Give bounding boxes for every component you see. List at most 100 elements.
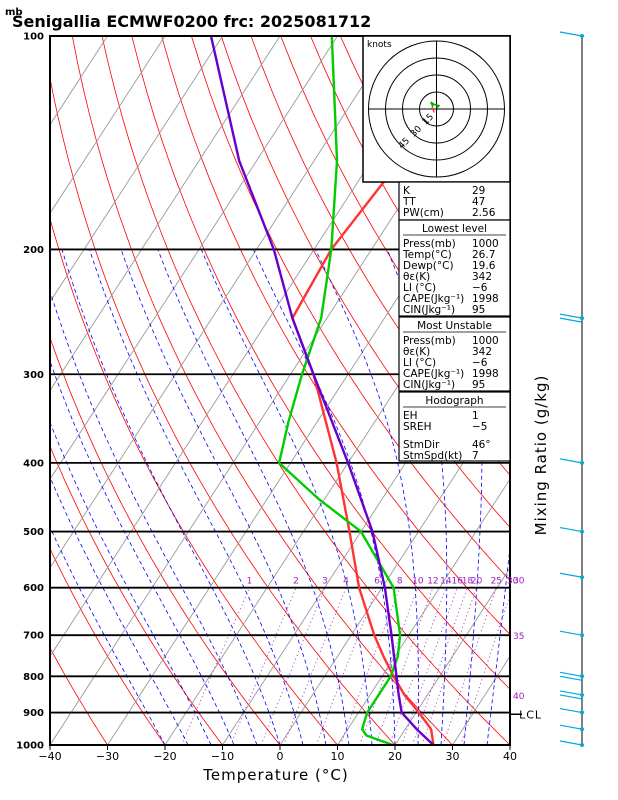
- wind-barb: [559, 690, 583, 696]
- wind-barb: [559, 671, 583, 677]
- indices-table: K 29 TT 47 PW(cm) 2.56 Lowest level Press(mb) 10…: [398, 181, 511, 462]
- isotherm: [50, 36, 396, 569]
- theta-e-label: 35: [513, 632, 524, 642]
- index-row-label: CIN(Jkg⁻¹): [403, 304, 455, 316]
- index-row-value: 1000: [472, 335, 499, 347]
- wind-barb: [559, 31, 583, 37]
- x-tick-label: 30: [446, 750, 460, 763]
- profiles: [209, 36, 471, 745]
- indices-section: [398, 219, 511, 317]
- dry-adiabat: [50, 336, 281, 745]
- hodograph-storm-motion: [431, 106, 435, 113]
- pressure-tick-label: 600: [23, 583, 44, 594]
- x-tick-label: 10: [331, 750, 345, 763]
- index-row-label: SREH: [403, 421, 432, 433]
- isotherm: [164, 212, 510, 745]
- isotherm: [50, 36, 166, 215]
- wind-barb: [559, 707, 583, 714]
- dry-adiabat: [250, 36, 510, 476]
- theta-e-label: 30: [513, 577, 525, 587]
- index-row-value: −6: [472, 357, 488, 369]
- pressure-tick-label: 900: [23, 708, 44, 719]
- pressure-tick-label: 800: [23, 672, 44, 683]
- wind-barb: [559, 572, 583, 578]
- index-row-value: 1: [472, 410, 479, 422]
- mixing-ratio-tick-label: 6: [374, 577, 380, 587]
- mixing-ratio-tick-label: 20: [471, 577, 483, 587]
- index-row-label: TT: [402, 196, 416, 208]
- moist-adiabat: [50, 360, 235, 745]
- wind-barb: [559, 317, 583, 323]
- index-row-label: K: [403, 185, 411, 197]
- mixing-ratio-tick-label: 18: [462, 577, 474, 587]
- x-tick-label: 40: [503, 750, 517, 763]
- index-row-label: CAPE(Jkg⁻¹): [403, 368, 464, 380]
- wind-barb: [559, 630, 583, 636]
- x-tick-label: −30: [96, 750, 119, 763]
- index-row-value: 1998: [472, 368, 499, 380]
- chart-title: Senigallia ECMWF0200 frc: 2025081712: [12, 12, 371, 31]
- index-row-value: 2.56: [472, 207, 496, 219]
- index-row-value: 19.6: [472, 260, 496, 272]
- isotherm: [337, 478, 510, 745]
- wind-barb: [559, 526, 583, 533]
- indices-section: [398, 316, 511, 392]
- x-tick-label: −20: [153, 750, 176, 763]
- theta-e-label: 40: [513, 692, 525, 702]
- pressure-tick-label: 200: [23, 245, 44, 256]
- wind-barb: [559, 313, 583, 319]
- dry-adiabat: [101, 36, 510, 745]
- mixing-ratio-tick-label: 4: [343, 577, 349, 587]
- grid-lines: [50, 36, 510, 745]
- pressure-tick-label: 400: [23, 458, 44, 469]
- axis-ticks: −40 −30 −20 −10 0 10 20 30 40: [38, 745, 517, 763]
- profile-parcel: [209, 36, 435, 745]
- hodograph-trace: [430, 101, 441, 109]
- index-row-value: 29: [472, 185, 485, 197]
- index-row-label: StmDir: [403, 439, 440, 451]
- mixing-ratio-tick-label: 10: [412, 577, 424, 587]
- index-row-value: 47: [472, 196, 485, 208]
- index-row-label: LI (°C): [403, 357, 436, 369]
- isotherm: [50, 36, 281, 392]
- dry-adiabat: [50, 547, 166, 745]
- dry-adiabat: [50, 76, 396, 745]
- index-row-value: −5: [472, 421, 487, 433]
- x-axis-label: Temperature (°C): [202, 766, 348, 784]
- moist-adiabat: [200, 249, 373, 745]
- profile-temperature: [291, 36, 471, 745]
- mixing-ratio-tick-label: 1: [247, 577, 253, 587]
- x-tick-label: −10: [211, 750, 234, 763]
- index-row-value: −6: [472, 282, 488, 294]
- moist-adiabat: [486, 542, 510, 745]
- dry-adiabat: [220, 36, 510, 529]
- index-row-value: 95: [472, 304, 485, 316]
- index-row-label: Press(mb): [403, 335, 456, 347]
- moist-adiabat: [50, 526, 166, 745]
- index-row-label: Dewp(°C): [403, 260, 454, 272]
- index-row-label: EH: [403, 410, 418, 422]
- index-row-value: 46°: [472, 439, 491, 451]
- index-row-value: 1000: [472, 238, 499, 250]
- isotherm: [50, 36, 338, 480]
- index-row-label: Temp(°C): [402, 249, 452, 261]
- profile-dewpoint: [277, 36, 402, 745]
- wind-barb: [559, 458, 583, 464]
- moist-adiabat: [50, 476, 189, 745]
- pressure-tick-label: 500: [23, 527, 44, 538]
- index-row-value: 95: [472, 379, 485, 391]
- mixing-ratio-line: [260, 587, 326, 745]
- index-row-label: StmSpd(kt): [403, 450, 462, 462]
- wind-barb: [559, 740, 583, 746]
- x-tick-label: 20: [388, 750, 402, 763]
- isotherm: [50, 36, 223, 303]
- index-row-label: CIN(Jkg⁻¹): [403, 379, 455, 391]
- dry-adiabat: [131, 36, 510, 690]
- pressure-tick-label: 100: [23, 32, 44, 43]
- mixing-ratio-tick-label: 3: [322, 577, 328, 587]
- index-row-label: PW(cm): [403, 207, 444, 219]
- section-header: Lowest level: [422, 223, 487, 235]
- wind-barb: [559, 675, 583, 681]
- isotherm: [509, 744, 510, 745]
